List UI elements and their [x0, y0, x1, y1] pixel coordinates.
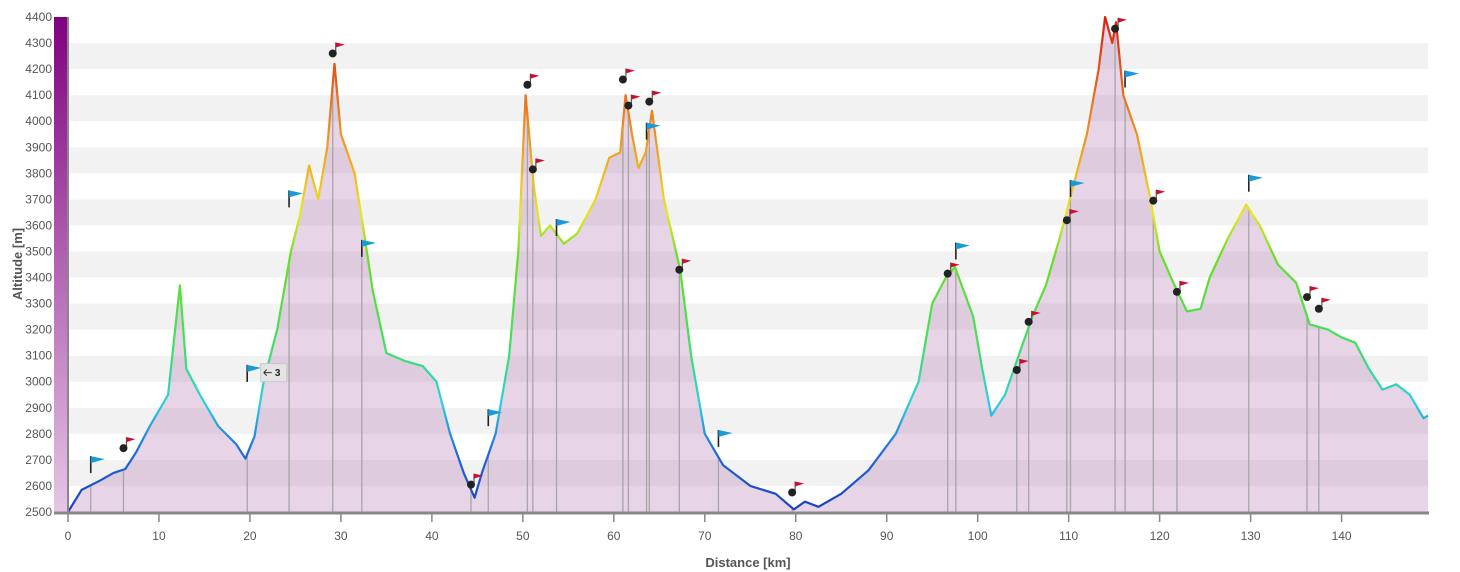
- grid-band: [68, 43, 1428, 70]
- grid-band: [68, 381, 1428, 408]
- x-axis-title: Distance [km]: [705, 555, 790, 570]
- x-tick-label: 120: [1150, 529, 1170, 543]
- annotation-label: 3: [275, 368, 281, 379]
- red-flag-icon: [119, 437, 136, 453]
- grid-band: [68, 147, 1428, 174]
- blue-flag-icon: [1247, 174, 1263, 192]
- x-tick-label: 30: [334, 529, 348, 543]
- grid-band: [68, 199, 1428, 226]
- y-tick-label: 3700: [25, 192, 52, 206]
- grid-band: [68, 95, 1428, 122]
- x-tick-label: 110: [1059, 529, 1078, 543]
- y-tick-label: 3600: [25, 218, 52, 232]
- red-flag-icon: [645, 90, 662, 106]
- blue-flag-icon: [1069, 179, 1085, 197]
- grid-band: [68, 277, 1428, 304]
- x-tick-label: 90: [880, 529, 894, 543]
- blue-flag-icon: [717, 430, 733, 448]
- y-tick-label: 2700: [25, 453, 52, 467]
- y-tick-label: 4200: [25, 62, 52, 76]
- x-tick-label: 0: [65, 529, 72, 543]
- blue-flag-icon: [288, 190, 304, 208]
- blue-flag-icon: [361, 239, 376, 257]
- x-tick-label: 50: [516, 529, 530, 543]
- grid-band: [68, 17, 1428, 44]
- red-flag-icon: [523, 73, 540, 89]
- red-flag-icon: [1012, 359, 1029, 375]
- grid-band: [68, 485, 1428, 512]
- blue-flag-icon: [487, 409, 503, 427]
- red-flag-icon: [466, 473, 483, 489]
- grid-band: [68, 407, 1428, 434]
- red-flag-icon: [328, 42, 345, 58]
- y-tick-label: 3400: [25, 271, 52, 285]
- x-tick-label: 40: [425, 529, 439, 543]
- y-tick-label: 2500: [25, 505, 52, 519]
- blue-flag-icon: [89, 456, 105, 474]
- elevation-line: [67, 15, 1429, 513]
- y-tick-label: 3500: [25, 244, 52, 258]
- red-flag-icon: [675, 258, 692, 274]
- red-flag-icon: [618, 68, 635, 84]
- grid-band: [68, 173, 1428, 200]
- annotations: 3: [260, 363, 288, 383]
- blue-flag-icon: [1124, 70, 1140, 88]
- y-axis-title: Altitude [m]: [10, 228, 25, 300]
- red-flag-icon: [1024, 310, 1041, 326]
- y-tick-label: 3200: [25, 323, 52, 337]
- blue-flag-icon: [955, 242, 970, 260]
- red-flag-icon: [788, 481, 805, 497]
- x-tick-label: 70: [698, 529, 712, 543]
- elevation-area: [68, 17, 1428, 512]
- blue-flag-icon: [645, 122, 661, 140]
- altitude-color-scale: [54, 17, 68, 512]
- grid-band: [68, 121, 1428, 148]
- y-tick-label: 2800: [25, 427, 52, 441]
- red-flag-icon: [1303, 286, 1320, 302]
- x-axis-ticks: 0 10 20 30 40 50 60 70 80 90 100 110 120 130 140: [65, 514, 1352, 543]
- red-flag-icon: [1314, 297, 1331, 313]
- y-tick-label: 3100: [25, 349, 52, 363]
- red-flag-icon: [1062, 209, 1079, 225]
- red-flag-icon: [1149, 189, 1166, 205]
- y-tick-label: 4300: [25, 36, 52, 50]
- y-tick-label: 3800: [25, 166, 52, 180]
- red-flag-icon: [528, 158, 545, 174]
- grid-band: [68, 433, 1428, 460]
- y-tick-label: 3300: [25, 297, 52, 311]
- x-tick-label: 80: [789, 529, 803, 543]
- x-tick-label: 100: [968, 529, 988, 543]
- waypoint-markers: [89, 17, 1331, 497]
- x-tick-label: 130: [1241, 529, 1261, 543]
- annotation-callout: 3: [260, 363, 288, 383]
- red-flag-icon: [624, 94, 641, 110]
- y-tick-label: 2600: [25, 479, 52, 493]
- grid-bands: [68, 17, 1428, 512]
- grid-band: [68, 459, 1428, 486]
- grid-band: [68, 355, 1428, 382]
- y-tick-label: 4400: [25, 10, 52, 24]
- x-tick-label: 140: [1332, 529, 1352, 543]
- grid-band: [68, 251, 1428, 278]
- y-tick-label: 4000: [25, 114, 52, 128]
- red-flag-icon: [1111, 17, 1128, 33]
- red-flag-icon: [1172, 280, 1189, 296]
- y-tick-label: 3900: [25, 140, 52, 154]
- arrow-left-icon: [263, 369, 272, 376]
- y-tick-label: 4100: [25, 88, 52, 102]
- waypoint-drop-lines: [90, 28, 1320, 512]
- x-tick-label: 20: [243, 529, 257, 543]
- x-tick-label: 10: [152, 529, 166, 543]
- grid-band: [68, 69, 1428, 96]
- blue-flag-icon: [555, 219, 571, 237]
- grid-band: [68, 329, 1428, 356]
- blue-flag-icon: [246, 364, 262, 382]
- axes: [54, 17, 1429, 515]
- red-flag-icon: [943, 262, 960, 278]
- y-tick-label: 2900: [25, 401, 52, 415]
- x-tick-label: 60: [607, 529, 621, 543]
- y-axis-ticks: 2500 2600 2700 2800 2900 3000 3100 3200 3300 3400…: [25, 10, 52, 519]
- y-tick-label: 3000: [25, 375, 52, 389]
